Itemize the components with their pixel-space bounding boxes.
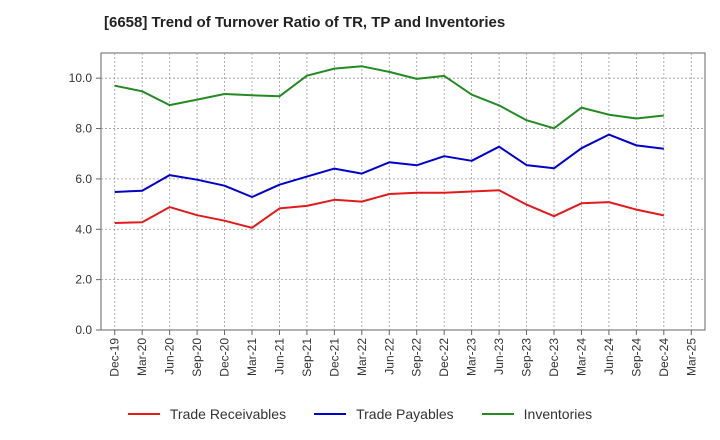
x-tick-label: Mar-23 bbox=[465, 338, 479, 376]
y-tick-label: 8.0 bbox=[75, 122, 92, 136]
x-tick-label: Mar-25 bbox=[684, 338, 698, 376]
legend-item-trade-payables: Trade Payables bbox=[314, 406, 454, 422]
x-tick-label: Dec-23 bbox=[547, 338, 561, 377]
legend-label-trade-payables: Trade Payables bbox=[356, 406, 454, 422]
legend-swatch-trade-payables bbox=[314, 413, 347, 415]
y-tick-label: 0.0 bbox=[75, 323, 92, 337]
chart-legend: Trade Receivables Trade Payables Invento… bbox=[0, 404, 720, 424]
x-tick-label: Mar-24 bbox=[574, 338, 588, 376]
chart-title: [6658] Trend of Turnover Ratio of TR, TP… bbox=[104, 14, 506, 31]
legend-swatch-inventories bbox=[481, 413, 514, 415]
x-tick-label: Jun-24 bbox=[602, 338, 616, 375]
x-tick-label: Mar-20 bbox=[135, 338, 149, 376]
legend-label-trade-receivables: Trade Receivables bbox=[169, 406, 287, 422]
x-tick-label: Sep-22 bbox=[410, 338, 424, 377]
x-tick-label: Dec-20 bbox=[218, 338, 232, 377]
x-tick-label: Dec-21 bbox=[327, 338, 341, 377]
y-tick-label: 6.0 bbox=[75, 172, 92, 186]
legend-label-inventories: Inventories bbox=[523, 406, 593, 422]
y-tick-label: 10.0 bbox=[69, 71, 93, 85]
series-line-inventories bbox=[114, 65, 664, 130]
y-tick-label: 4.0 bbox=[75, 222, 92, 236]
x-tick-label: Dec-19 bbox=[108, 338, 122, 377]
x-tick-label: Jun-21 bbox=[272, 338, 286, 375]
series-line-trade-payables bbox=[114, 133, 664, 198]
legend-item-trade-receivables: Trade Receivables bbox=[127, 406, 287, 422]
legend-item-inventories: Inventories bbox=[481, 406, 593, 422]
x-tick-label: Mar-21 bbox=[245, 338, 259, 376]
x-tick-label: Jun-23 bbox=[492, 338, 506, 375]
x-tick-label: Sep-24 bbox=[629, 338, 643, 377]
x-tick-label: Sep-23 bbox=[520, 338, 534, 377]
x-tick-label: Sep-21 bbox=[300, 338, 314, 377]
x-tick-label: Dec-24 bbox=[657, 338, 671, 377]
x-tick-label: Dec-22 bbox=[437, 338, 451, 377]
plot-area bbox=[100, 52, 706, 331]
series-line-trade-receivables bbox=[114, 189, 665, 229]
x-tick-label: Jun-20 bbox=[163, 338, 177, 375]
legend-swatch-trade-receivables bbox=[127, 413, 160, 415]
x-tick-label: Sep-20 bbox=[190, 338, 204, 377]
x-tick-label: Mar-22 bbox=[355, 338, 369, 376]
y-tick-label: 2.0 bbox=[75, 273, 92, 287]
x-tick-label: Jun-22 bbox=[382, 338, 396, 375]
